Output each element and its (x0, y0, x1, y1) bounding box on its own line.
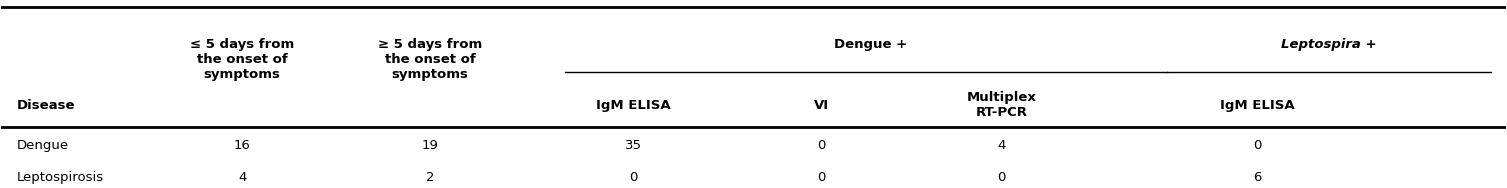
Text: 4: 4 (238, 171, 246, 184)
Text: 0: 0 (817, 139, 826, 152)
Text: 2: 2 (426, 171, 434, 184)
Text: 16: 16 (234, 139, 250, 152)
Text: 0: 0 (817, 171, 826, 184)
Text: IgM ELISA: IgM ELISA (595, 99, 671, 112)
Text: 19: 19 (422, 139, 439, 152)
Text: Disease: Disease (17, 99, 75, 112)
Text: ≤ 5 days from
the onset of
symptoms: ≤ 5 days from the onset of symptoms (190, 38, 294, 81)
Text: 35: 35 (625, 139, 642, 152)
Text: VI: VI (814, 99, 829, 112)
Text: 6: 6 (1254, 171, 1261, 184)
Text: 0: 0 (628, 171, 637, 184)
Text: Dengue: Dengue (17, 139, 68, 152)
Text: Leptospira +: Leptospira + (1281, 38, 1377, 52)
Text: 4: 4 (998, 139, 1005, 152)
Text: ≥ 5 days from
the onset of
symptoms: ≥ 5 days from the onset of symptoms (378, 38, 482, 81)
Text: Dengue +: Dengue + (833, 38, 907, 52)
Text: Multiplex
RT-PCR: Multiplex RT-PCR (967, 91, 1037, 119)
Text: Leptospirosis: Leptospirosis (17, 171, 104, 184)
Text: 0: 0 (998, 171, 1005, 184)
Text: 0: 0 (1254, 139, 1261, 152)
Text: IgM ELISA: IgM ELISA (1221, 99, 1295, 112)
